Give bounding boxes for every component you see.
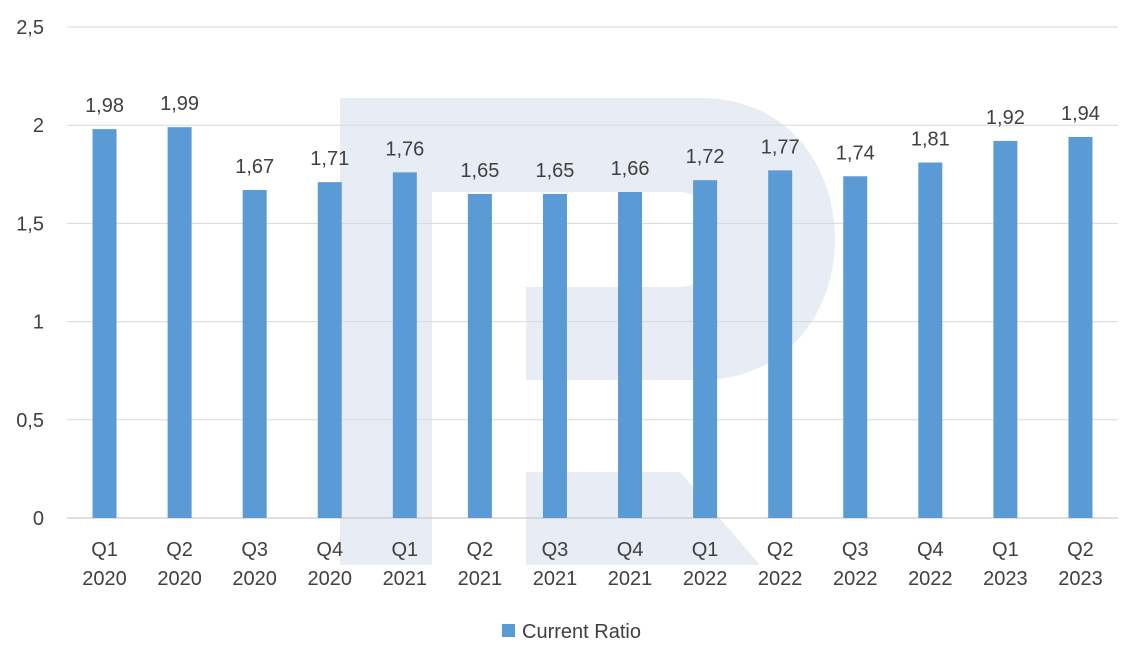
- x-tick-label-year: 2020: [232, 568, 277, 590]
- x-tick-label-year: 2021: [608, 568, 653, 590]
- y-tick-label: 2,5: [16, 17, 44, 39]
- y-axis: 0 0,5 1 1,5 2 2,5: [16, 17, 44, 530]
- x-tick-label-year: 2021: [383, 568, 428, 590]
- y-tick-label: 1,5: [16, 213, 44, 235]
- data-label: 1,65: [535, 160, 574, 182]
- bar: [467, 193, 492, 518]
- y-tick-label: 2: [33, 115, 44, 137]
- y-tick-label: 1: [33, 312, 44, 334]
- x-tick-label-quarter: Q3: [542, 539, 569, 561]
- x-tick-label-quarter: Q3: [842, 539, 869, 561]
- x-tick-label-year: 2022: [833, 568, 878, 590]
- x-tick-label-quarter: Q4: [617, 539, 644, 561]
- data-label: 1,94: [1061, 103, 1100, 125]
- data-label: 1,72: [686, 146, 725, 168]
- data-label: 1,99: [160, 93, 199, 115]
- y-tick-label: 0,5: [16, 410, 44, 432]
- data-label: 1,98: [85, 95, 124, 117]
- bar: [392, 172, 417, 518]
- bar: [693, 180, 718, 518]
- x-tick-label-year: 2020: [157, 568, 202, 590]
- bar: [317, 182, 342, 518]
- x-tick-label-year: 2022: [758, 568, 803, 590]
- x-tick-label-quarter: Q4: [316, 539, 343, 561]
- x-tick-label-year: 2021: [533, 568, 578, 590]
- x-tick-label-year: 2020: [82, 568, 127, 590]
- x-tick-label-quarter: Q2: [166, 539, 193, 561]
- x-tick-label-quarter: Q1: [391, 539, 418, 561]
- bar: [768, 170, 793, 518]
- bar: [542, 193, 567, 518]
- bar: [843, 176, 868, 518]
- x-tick-label-quarter: Q3: [241, 539, 268, 561]
- bar: [918, 162, 943, 519]
- x-tick-label-year: 2021: [458, 568, 503, 590]
- x-axis: Q1 2020 Q2 2020 Q3 2020 Q4 2020 Q1 2021 Q2 2021 Q3 20…: [82, 539, 1102, 590]
- data-labels: 1,98 1,99 1,67 1,71 1,76 1,65 1,65 1,66 1,72 1,77…: [85, 93, 1100, 182]
- y-tick-label: 0: [33, 508, 44, 530]
- data-label: 1,67: [235, 156, 274, 178]
- data-label: 1,65: [460, 160, 499, 182]
- bar: [242, 190, 267, 518]
- bar-series: [92, 127, 1093, 519]
- gridlines: [67, 26, 1118, 519]
- data-label: 1,71: [310, 148, 349, 170]
- data-label: 1,66: [611, 158, 650, 180]
- x-tick-label-quarter: Q2: [767, 539, 794, 561]
- bar: [167, 127, 192, 518]
- x-tick-label-year: 2023: [1058, 568, 1103, 590]
- legend-swatch: [502, 624, 515, 637]
- data-label: 1,74: [836, 142, 875, 164]
- x-tick-label-quarter: Q1: [692, 539, 719, 561]
- x-tick-label-quarter: Q1: [91, 539, 118, 561]
- x-tick-label-year: 2020: [308, 568, 353, 590]
- x-tick-label-quarter: Q2: [467, 539, 494, 561]
- x-tick-label-quarter: Q1: [992, 539, 1019, 561]
- x-tick-label-quarter: Q4: [917, 539, 944, 561]
- bar: [1068, 136, 1093, 518]
- x-tick-label-year: 2023: [983, 568, 1028, 590]
- data-label: 1,77: [761, 136, 800, 158]
- legend: Current Ratio: [502, 621, 641, 643]
- bar: [993, 140, 1018, 519]
- bar: [618, 191, 643, 518]
- x-tick-label-year: 2022: [908, 568, 953, 590]
- data-label: 1,76: [385, 138, 424, 160]
- x-tick-label-quarter: Q2: [1067, 539, 1094, 561]
- data-label: 1,92: [986, 107, 1025, 129]
- legend-label: Current Ratio: [522, 621, 641, 643]
- x-tick-label-year: 2022: [683, 568, 728, 590]
- data-label: 1,81: [911, 129, 950, 151]
- bar: [92, 129, 117, 519]
